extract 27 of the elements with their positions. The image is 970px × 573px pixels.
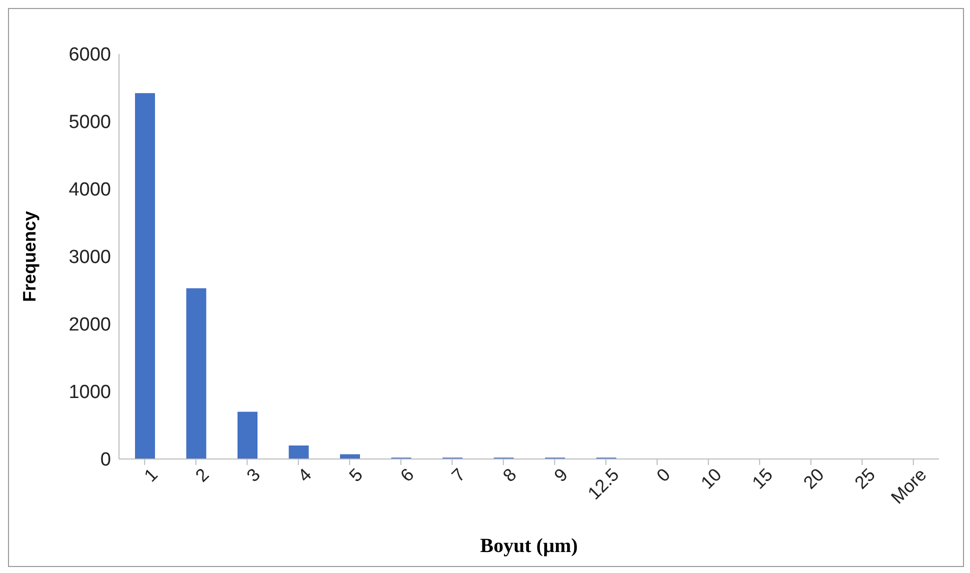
bar — [186, 288, 206, 459]
y-tick-label: 1000 — [68, 382, 111, 404]
x-tick-label: 7 — [448, 464, 470, 486]
x-tick-label: 10 — [697, 464, 726, 493]
bar — [135, 93, 155, 459]
bar — [238, 412, 258, 459]
x-tick-label: 9 — [550, 464, 572, 486]
y-tick-label: 5000 — [68, 112, 111, 134]
x-tick-label: 8 — [499, 464, 520, 486]
x-axis-title: Boyut (µm) — [480, 535, 578, 557]
y-tick-label: 6000 — [68, 44, 111, 66]
y-tick-label: 2000 — [68, 314, 111, 336]
x-tick-label: 0 — [652, 464, 674, 486]
x-tick-label: 3 — [242, 464, 264, 486]
x-tick-label: 1 — [140, 464, 162, 486]
x-tick-label: 6 — [396, 464, 418, 486]
x-tick-label: 5 — [345, 464, 367, 486]
y-tick-label: 3000 — [68, 247, 111, 268]
y-tick-label: 0 — [100, 450, 111, 471]
y-tick-label: 4000 — [68, 180, 111, 201]
x-tick-label: 2 — [192, 464, 213, 486]
x-tick-label: 15 — [748, 464, 777, 493]
x-tick-label: 4 — [294, 464, 316, 486]
y-axis-title: Frequency — [19, 210, 40, 302]
bar — [288, 446, 309, 459]
x-tick-label: 20 — [800, 464, 828, 493]
x-tick-label: 25 — [850, 464, 880, 493]
